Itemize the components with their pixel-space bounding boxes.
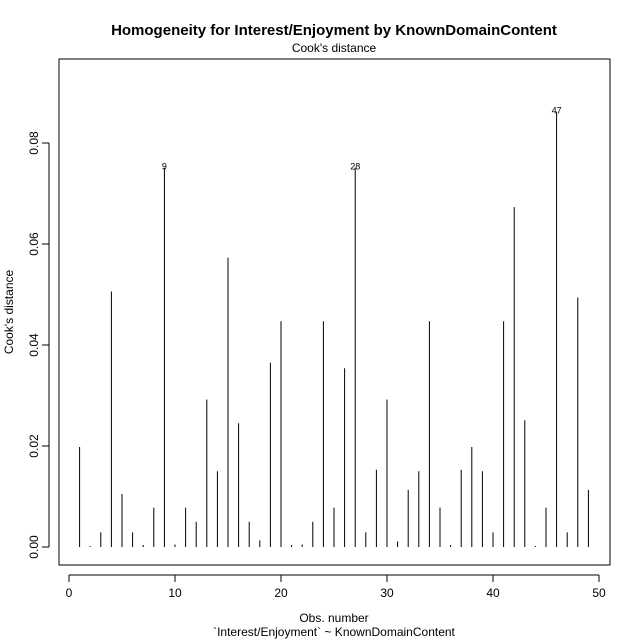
observation-labels: 9 28 47 <box>162 106 562 172</box>
y-tick-label-4: 0.08 <box>27 131 41 155</box>
y-tick-label-3: 0.06 <box>27 232 41 256</box>
y-tick-label-1: 0.02 <box>27 434 41 458</box>
x-tick-label-20: 20 <box>274 586 288 600</box>
bars-group <box>79 111 589 547</box>
obs-label-47: 47 <box>552 106 562 116</box>
y-axis: 0.00 0.02 0.04 0.06 0.08 <box>27 131 50 559</box>
x-tick-label-10: 10 <box>168 586 182 600</box>
obs-label-28: 28 <box>350 162 360 172</box>
x-axis: 0 10 20 30 40 50 <box>66 574 606 600</box>
x-tick-label-0: 0 <box>66 586 73 600</box>
x-tick-label-30: 30 <box>380 586 394 600</box>
x-axis-label: Obs. number <box>299 611 368 625</box>
y-tick-label-0: 0.00 <box>27 535 41 559</box>
plot-frame <box>58 58 611 566</box>
y-tick-label-2: 0.04 <box>27 333 41 357</box>
x-tick-label-50: 50 <box>592 586 606 600</box>
obs-label-9: 9 <box>162 162 167 172</box>
x-tick-label-40: 40 <box>486 586 500 600</box>
y-axis-label: Cook's distance <box>2 270 16 355</box>
x-axis-label-formula: `Interest/Enjoyment` ~ KnownDomainConten… <box>213 625 455 639</box>
chart-subtitle: Cook's distance <box>292 41 377 55</box>
chart-title: Homogeneity for Interest/Enjoyment by Kn… <box>111 22 557 39</box>
